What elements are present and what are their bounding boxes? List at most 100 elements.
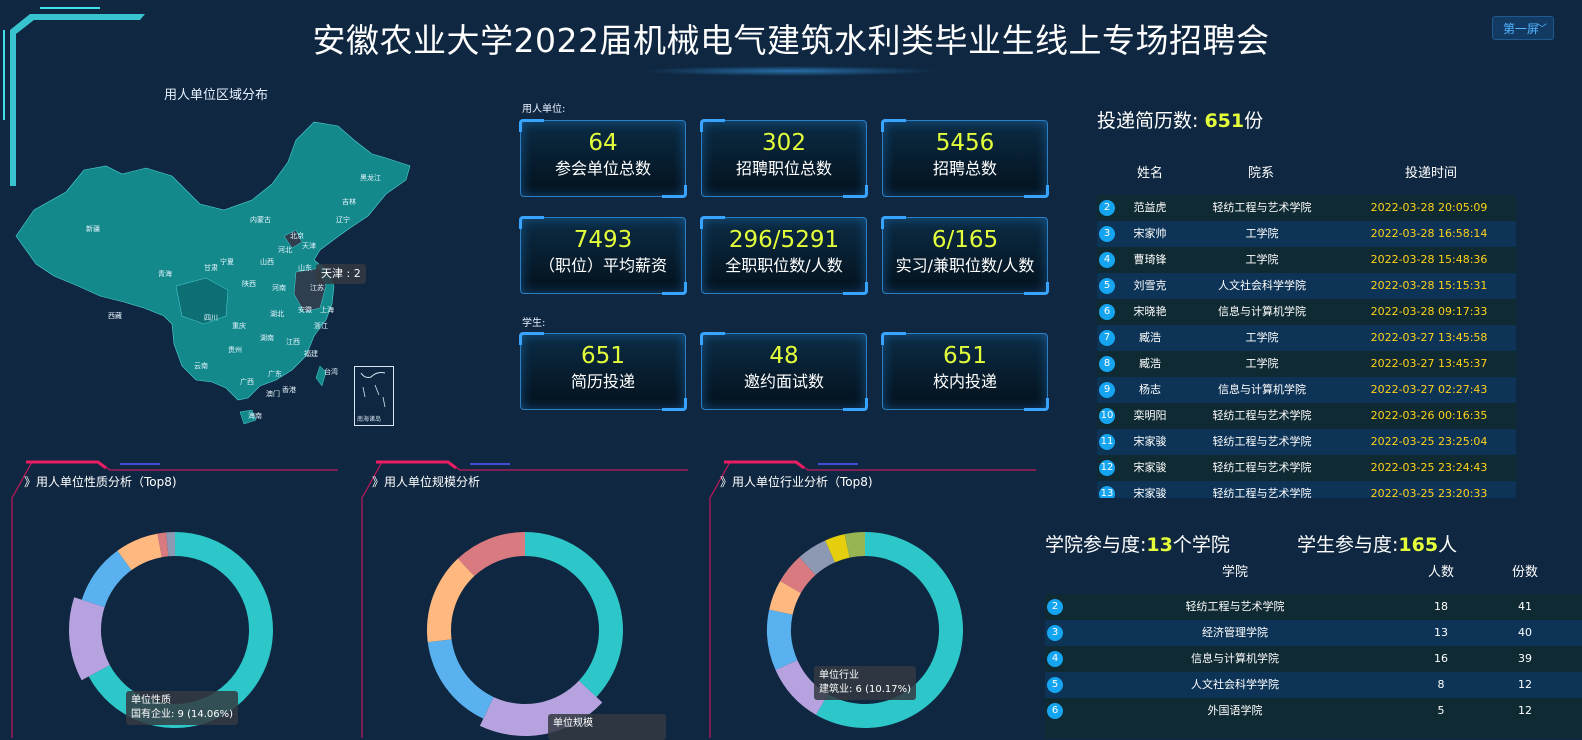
row-time: 2022-03-26 00:16:35: [1370, 409, 1488, 422]
college-prefix: 学院参与度:: [1045, 534, 1147, 556]
beijing-tianjin-region[interactable]: [283, 229, 303, 249]
row-time: 2022-03-28 15:48:36: [1370, 253, 1488, 266]
donut-slice[interactable]: [427, 558, 475, 643]
donut-slice[interactable]: [769, 581, 801, 615]
donut-slice[interactable]: [775, 660, 828, 715]
tooltip-series: 单位性质: [131, 695, 171, 706]
resume-count: 651: [1204, 110, 1245, 132]
stat-card-interviews: 48 邀约面试数: [700, 332, 868, 411]
table-row[interactable]: 5 刘雪克 人文社会科学学院 2022-03-28 15:15:31: [1097, 273, 1516, 299]
row-time: 2022-03-28 20:05:09: [1370, 201, 1488, 214]
donut-slice[interactable]: [767, 609, 798, 670]
table-row[interactable]: 6 宋晓艳 信息与计算机学院 2022-03-28 09:17:33: [1097, 299, 1516, 325]
donut-slice[interactable]: [69, 597, 110, 681]
row-dept: 工学院: [1245, 253, 1279, 266]
table-row[interactable]: 13 宋家骏 轻纺工程与艺术学院 2022-03-25 23:20:33: [1097, 481, 1516, 498]
rank-badge: 9: [1099, 382, 1115, 398]
table-row[interactable]: 3 经济管理学院 13 40: [1045, 620, 1582, 646]
map-region-label: 上海: [320, 305, 334, 314]
screen-select[interactable]: 第一屏 ﹀: [1492, 16, 1554, 40]
table-row[interactable]: 11 宋家骏 轻纺工程与艺术学院 2022-03-25 23:25:04: [1097, 429, 1516, 455]
chart-industry-donut[interactable]: [750, 520, 980, 738]
map-region-label: 宁夏: [220, 257, 234, 266]
table-row[interactable]: 3 宋家帅 工学院 2022-03-28 16:58:14: [1097, 221, 1516, 247]
tooltip-series: 单位行业: [819, 670, 859, 681]
chart-scale-tooltip: 单位规模: [548, 714, 666, 740]
row-college: 信息与计算机学院: [1191, 652, 1279, 665]
donut-slice[interactable]: [427, 639, 494, 719]
rank-badge: 3: [1047, 625, 1063, 641]
stat-value: 48: [769, 343, 799, 369]
row-time: 2022-03-27 02:27:43: [1370, 383, 1488, 396]
row-name: 臧浩: [1139, 357, 1161, 370]
rank-badge: 5: [1099, 278, 1115, 294]
table-row[interactable]: 2 范益虎 轻纺工程与艺术学院 2022-03-28 20:05:09: [1097, 195, 1516, 221]
panel-frame-1: [11, 460, 338, 738]
rank-badge: 3: [1099, 226, 1115, 242]
table-row[interactable]: 6 外国语学院 5 12: [1045, 698, 1582, 724]
stat-card-positions: 302 招聘职位总数: [700, 119, 868, 198]
table-row[interactable]: 4 信息与计算机学院 16 39: [1045, 646, 1582, 672]
college-count: 13: [1146, 534, 1173, 556]
row-dept: 工学院: [1245, 357, 1279, 370]
taiwan-region[interactable]: [315, 365, 327, 387]
donut-slice[interactable]: [81, 550, 132, 608]
college-suffix: 个学院: [1172, 534, 1230, 556]
table-row[interactable]: 2 轻纺工程与艺术学院 18 41: [1045, 594, 1582, 620]
donut-slice[interactable]: [457, 532, 525, 577]
row-dept: 轻纺工程与艺术学院: [1212, 435, 1312, 448]
stat-value: 651: [943, 343, 987, 369]
col-header-dept: 院系: [1248, 166, 1275, 181]
map-region-label: 湖北: [270, 309, 284, 318]
stat-card-fulltime: 296/5291 全职职位数/人数: [700, 216, 868, 295]
row-dept: 轻纺工程与艺术学院: [1212, 487, 1312, 498]
row-dept: 工学院: [1245, 331, 1279, 344]
donut-slice[interactable]: [157, 532, 169, 558]
row-time: 2022-03-28 09:17:33: [1370, 305, 1488, 318]
student-participation-heading: 学生参与度:165人: [1297, 530, 1457, 557]
map-region-label: 广东: [268, 369, 282, 378]
table-row[interactable]: 7 臧浩 工学院 2022-03-27 13:45:58: [1097, 325, 1516, 351]
donut-slice[interactable]: [525, 532, 623, 698]
table-row[interactable]: 4 曹琦锋 工学院 2022-03-28 15:48:36: [1097, 247, 1516, 273]
chart-scale-donut[interactable]: [410, 520, 640, 738]
donut-slice[interactable]: [166, 532, 175, 557]
stat-label: 校内投递: [932, 372, 997, 391]
donut-slice[interactable]: [780, 557, 816, 593]
map-region-label: 西藏: [108, 311, 122, 320]
donut-slice[interactable]: [799, 540, 835, 576]
donut-slice[interactable]: [844, 532, 865, 558]
donut-slice[interactable]: [825, 534, 850, 563]
map-region-label: 湖南: [260, 333, 274, 342]
row-time: 2022-03-28 16:58:14: [1370, 227, 1488, 240]
resume-list[interactable]: 2 范益虎 轻纺工程与艺术学院 2022-03-28 20:05:09 3 宋家帅 工学院 2…: [1097, 195, 1517, 498]
chart-nature-donut[interactable]: [60, 520, 290, 738]
map-tooltip: 天津 : 2: [316, 264, 366, 284]
tooltip-value: 建筑业: 6 (10.17%): [819, 684, 912, 695]
sichuan-region[interactable]: [175, 277, 229, 325]
donut-slice[interactable]: [117, 533, 162, 571]
row-name: 宋家骏: [1133, 487, 1167, 498]
map-region-label: 四川: [204, 314, 218, 322]
donut-slice[interactable]: [816, 532, 963, 728]
rank-badge: 2: [1047, 599, 1063, 615]
table-row[interactable]: 5 人文社会科学学院 8 12: [1045, 672, 1582, 698]
row-name: 栾明阳: [1133, 409, 1167, 422]
hainan-region[interactable]: [239, 409, 257, 425]
map-region-label: 香港: [282, 385, 296, 394]
row-dept: 工学院: [1245, 227, 1279, 240]
stat-value: 64: [588, 130, 618, 156]
col-header-college: 学院: [1222, 565, 1249, 580]
table-row[interactable]: 9 杨志 信息与计算机学院 2022-03-27 02:27:43: [1097, 377, 1516, 403]
tooltip-series: 单位规模: [553, 718, 593, 729]
map-region-label: 浙江: [314, 321, 328, 330]
table-row[interactable]: 10 栾明阳 轻纺工程与艺术学院 2022-03-26 00:16:35: [1097, 403, 1516, 429]
row-name: 臧浩: [1139, 331, 1161, 344]
college-list[interactable]: 2 轻纺工程与艺术学院 18 41 3 经济管理学院 13 40 4 信息与计算机学院 16 39 5 人…: [1045, 594, 1582, 738]
col-header-name: 姓名: [1137, 166, 1164, 181]
table-row[interactable]: 8 臧浩 工学院 2022-03-27 13:45:37: [1097, 351, 1516, 377]
south-china-sea-inset: 南海诸岛: [354, 366, 394, 426]
table-row[interactable]: 12 宋家骏 轻纺工程与艺术学院 2022-03-25 23:24:43: [1097, 455, 1516, 481]
